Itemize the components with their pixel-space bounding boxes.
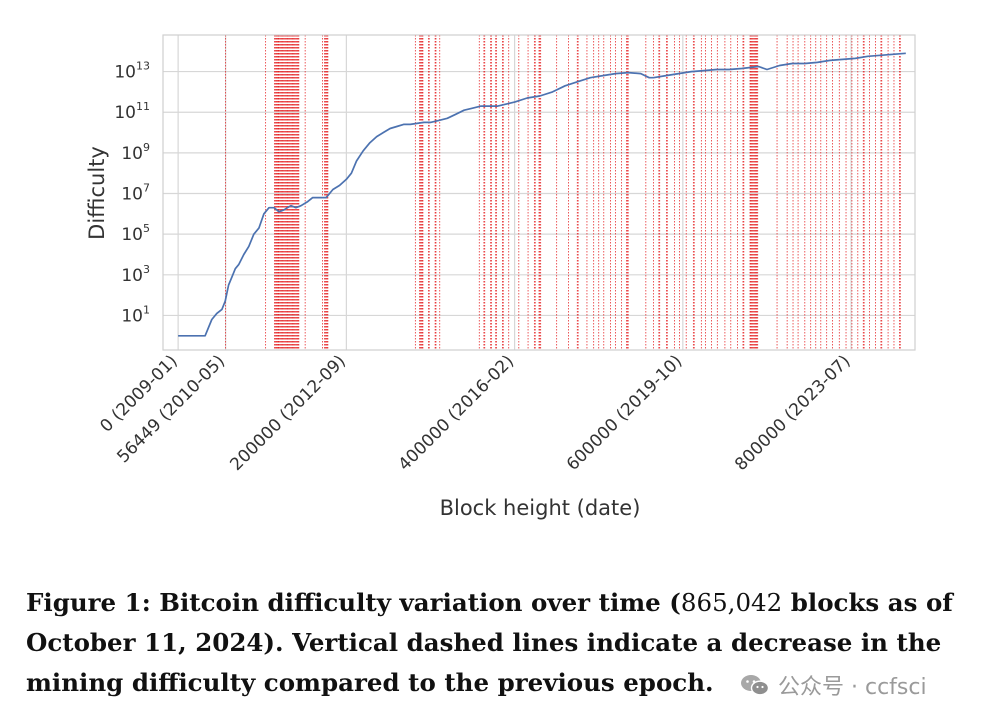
y-tick-label: 1011 bbox=[114, 100, 150, 123]
x-tick-labels: 0 (2009-01)56449 (2010-05)200000 (2012-0… bbox=[96, 351, 854, 475]
caption-block-count: 865,042 bbox=[680, 588, 783, 617]
watermark: 公众号 · ccfsci bbox=[740, 669, 927, 701]
y-tick-label: 103 bbox=[121, 263, 150, 286]
y-axis-title: Difficulty bbox=[85, 146, 109, 240]
y-tick-label: 107 bbox=[121, 182, 150, 205]
caption-label: Figure 1: bbox=[26, 588, 151, 617]
y-tick-label: 101 bbox=[121, 303, 150, 326]
y-tick-labels: 101 103 105 107 109 1011 1013 bbox=[114, 60, 150, 327]
difficulty-chart: 101 103 105 107 109 1011 1013 0 (2009-01)56449… bbox=[85, 34, 916, 520]
watermark-text: 公众号 · ccfsci bbox=[778, 675, 927, 700]
x-tick-label: 400000 (2016-02) bbox=[395, 351, 518, 474]
x-tick-label: 800000 (2023-07) bbox=[731, 351, 854, 474]
y-tick-label: 109 bbox=[121, 141, 150, 164]
caption-text-a: Bitcoin difficulty variation over time ( bbox=[159, 588, 681, 617]
y-tick-label: 105 bbox=[121, 222, 150, 245]
y-tick-label: 1013 bbox=[114, 60, 150, 83]
difficulty-line bbox=[178, 52, 906, 337]
wechat-icon bbox=[741, 675, 770, 696]
x-tick-label: 600000 (2019-10) bbox=[563, 351, 686, 474]
series bbox=[178, 52, 906, 337]
decrease-lines bbox=[225, 35, 901, 350]
x-axis-title: Block height (date) bbox=[440, 496, 641, 520]
figure-caption: Figure 1: Bitcoin difficulty variation o… bbox=[26, 583, 986, 703]
x-tick-label: 200000 (2012-09) bbox=[226, 351, 349, 474]
caption-text-b: blocks as of October 11, 2024). Vertical… bbox=[26, 588, 953, 697]
plot-frame bbox=[162, 34, 916, 351]
